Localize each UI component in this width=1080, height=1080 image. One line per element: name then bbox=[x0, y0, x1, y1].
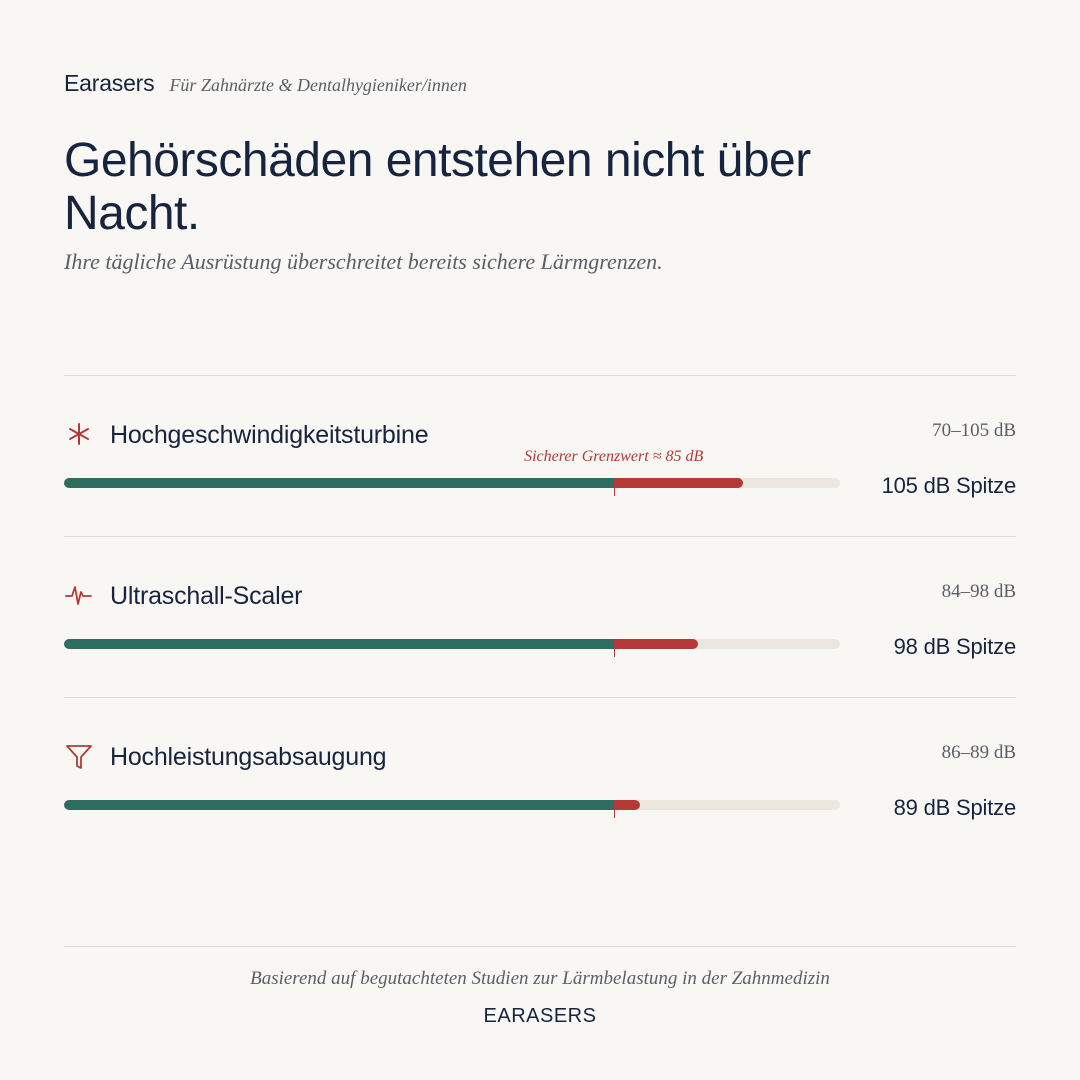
device-peak: 89 dB Spitze bbox=[893, 795, 1017, 820]
footer-note: Basierend auf begutachteten Studien zur … bbox=[250, 968, 830, 989]
device-row-scaler: Ultraschall-Scaler 84–98 dB 98 dB Spitze bbox=[64, 581, 1016, 701]
brand-tagline: Für Zahnärzte & Dentalhygieniker/innen bbox=[169, 75, 467, 95]
device-peak: 98 dB Spitze bbox=[893, 634, 1017, 659]
device-range: 84–98 dB bbox=[941, 581, 1016, 602]
level-fill-safe bbox=[64, 478, 614, 488]
pulse-icon bbox=[64, 581, 94, 611]
divider bbox=[64, 536, 1016, 537]
asterisk-icon bbox=[64, 420, 94, 450]
level-track bbox=[64, 478, 840, 496]
threshold-marker bbox=[613, 639, 615, 657]
page-subtitle: Ihre tägliche Ausrüstung überschreitet b… bbox=[64, 249, 663, 274]
device-name: Hochgeschwindigkeitsturbine bbox=[110, 421, 429, 449]
level-fill-danger bbox=[613, 639, 698, 649]
brand-header: Earasers Für Zahnärzte & Dentalhygienike… bbox=[64, 70, 467, 97]
device-row-turbine: Hochgeschwindigkeitsturbine 70–105 dB Si… bbox=[64, 420, 1016, 540]
threshold-marker bbox=[613, 478, 615, 496]
level-track bbox=[64, 639, 840, 657]
device-name: Ultraschall-Scaler bbox=[110, 582, 303, 610]
divider bbox=[64, 375, 1016, 376]
divider bbox=[64, 946, 1016, 947]
brand-name: Earasers bbox=[64, 70, 155, 96]
level-track bbox=[64, 800, 840, 818]
threshold-label: Sicherer Grenzwert ≈ 85 dB bbox=[524, 448, 704, 465]
page-title: Gehörschäden entstehen nicht über Nacht. bbox=[64, 134, 811, 240]
device-range: 70–105 dB bbox=[932, 420, 1016, 441]
threshold-marker bbox=[613, 800, 615, 818]
device-name: Hochleistungsabsaugung bbox=[110, 743, 387, 771]
level-fill-safe bbox=[64, 639, 614, 649]
device-peak: 105 dB Spitze bbox=[881, 473, 1017, 498]
footer-brand: EARASERS bbox=[483, 1005, 597, 1027]
level-fill-danger bbox=[613, 478, 743, 488]
funnel-icon bbox=[64, 742, 94, 772]
device-range: 86–89 dB bbox=[941, 742, 1016, 763]
level-fill-danger bbox=[613, 800, 640, 810]
divider bbox=[64, 697, 1016, 698]
level-fill-safe bbox=[64, 800, 614, 810]
device-row-suction: Hochleistungsabsaugung 86–89 dB 89 dB Sp… bbox=[64, 742, 1016, 862]
